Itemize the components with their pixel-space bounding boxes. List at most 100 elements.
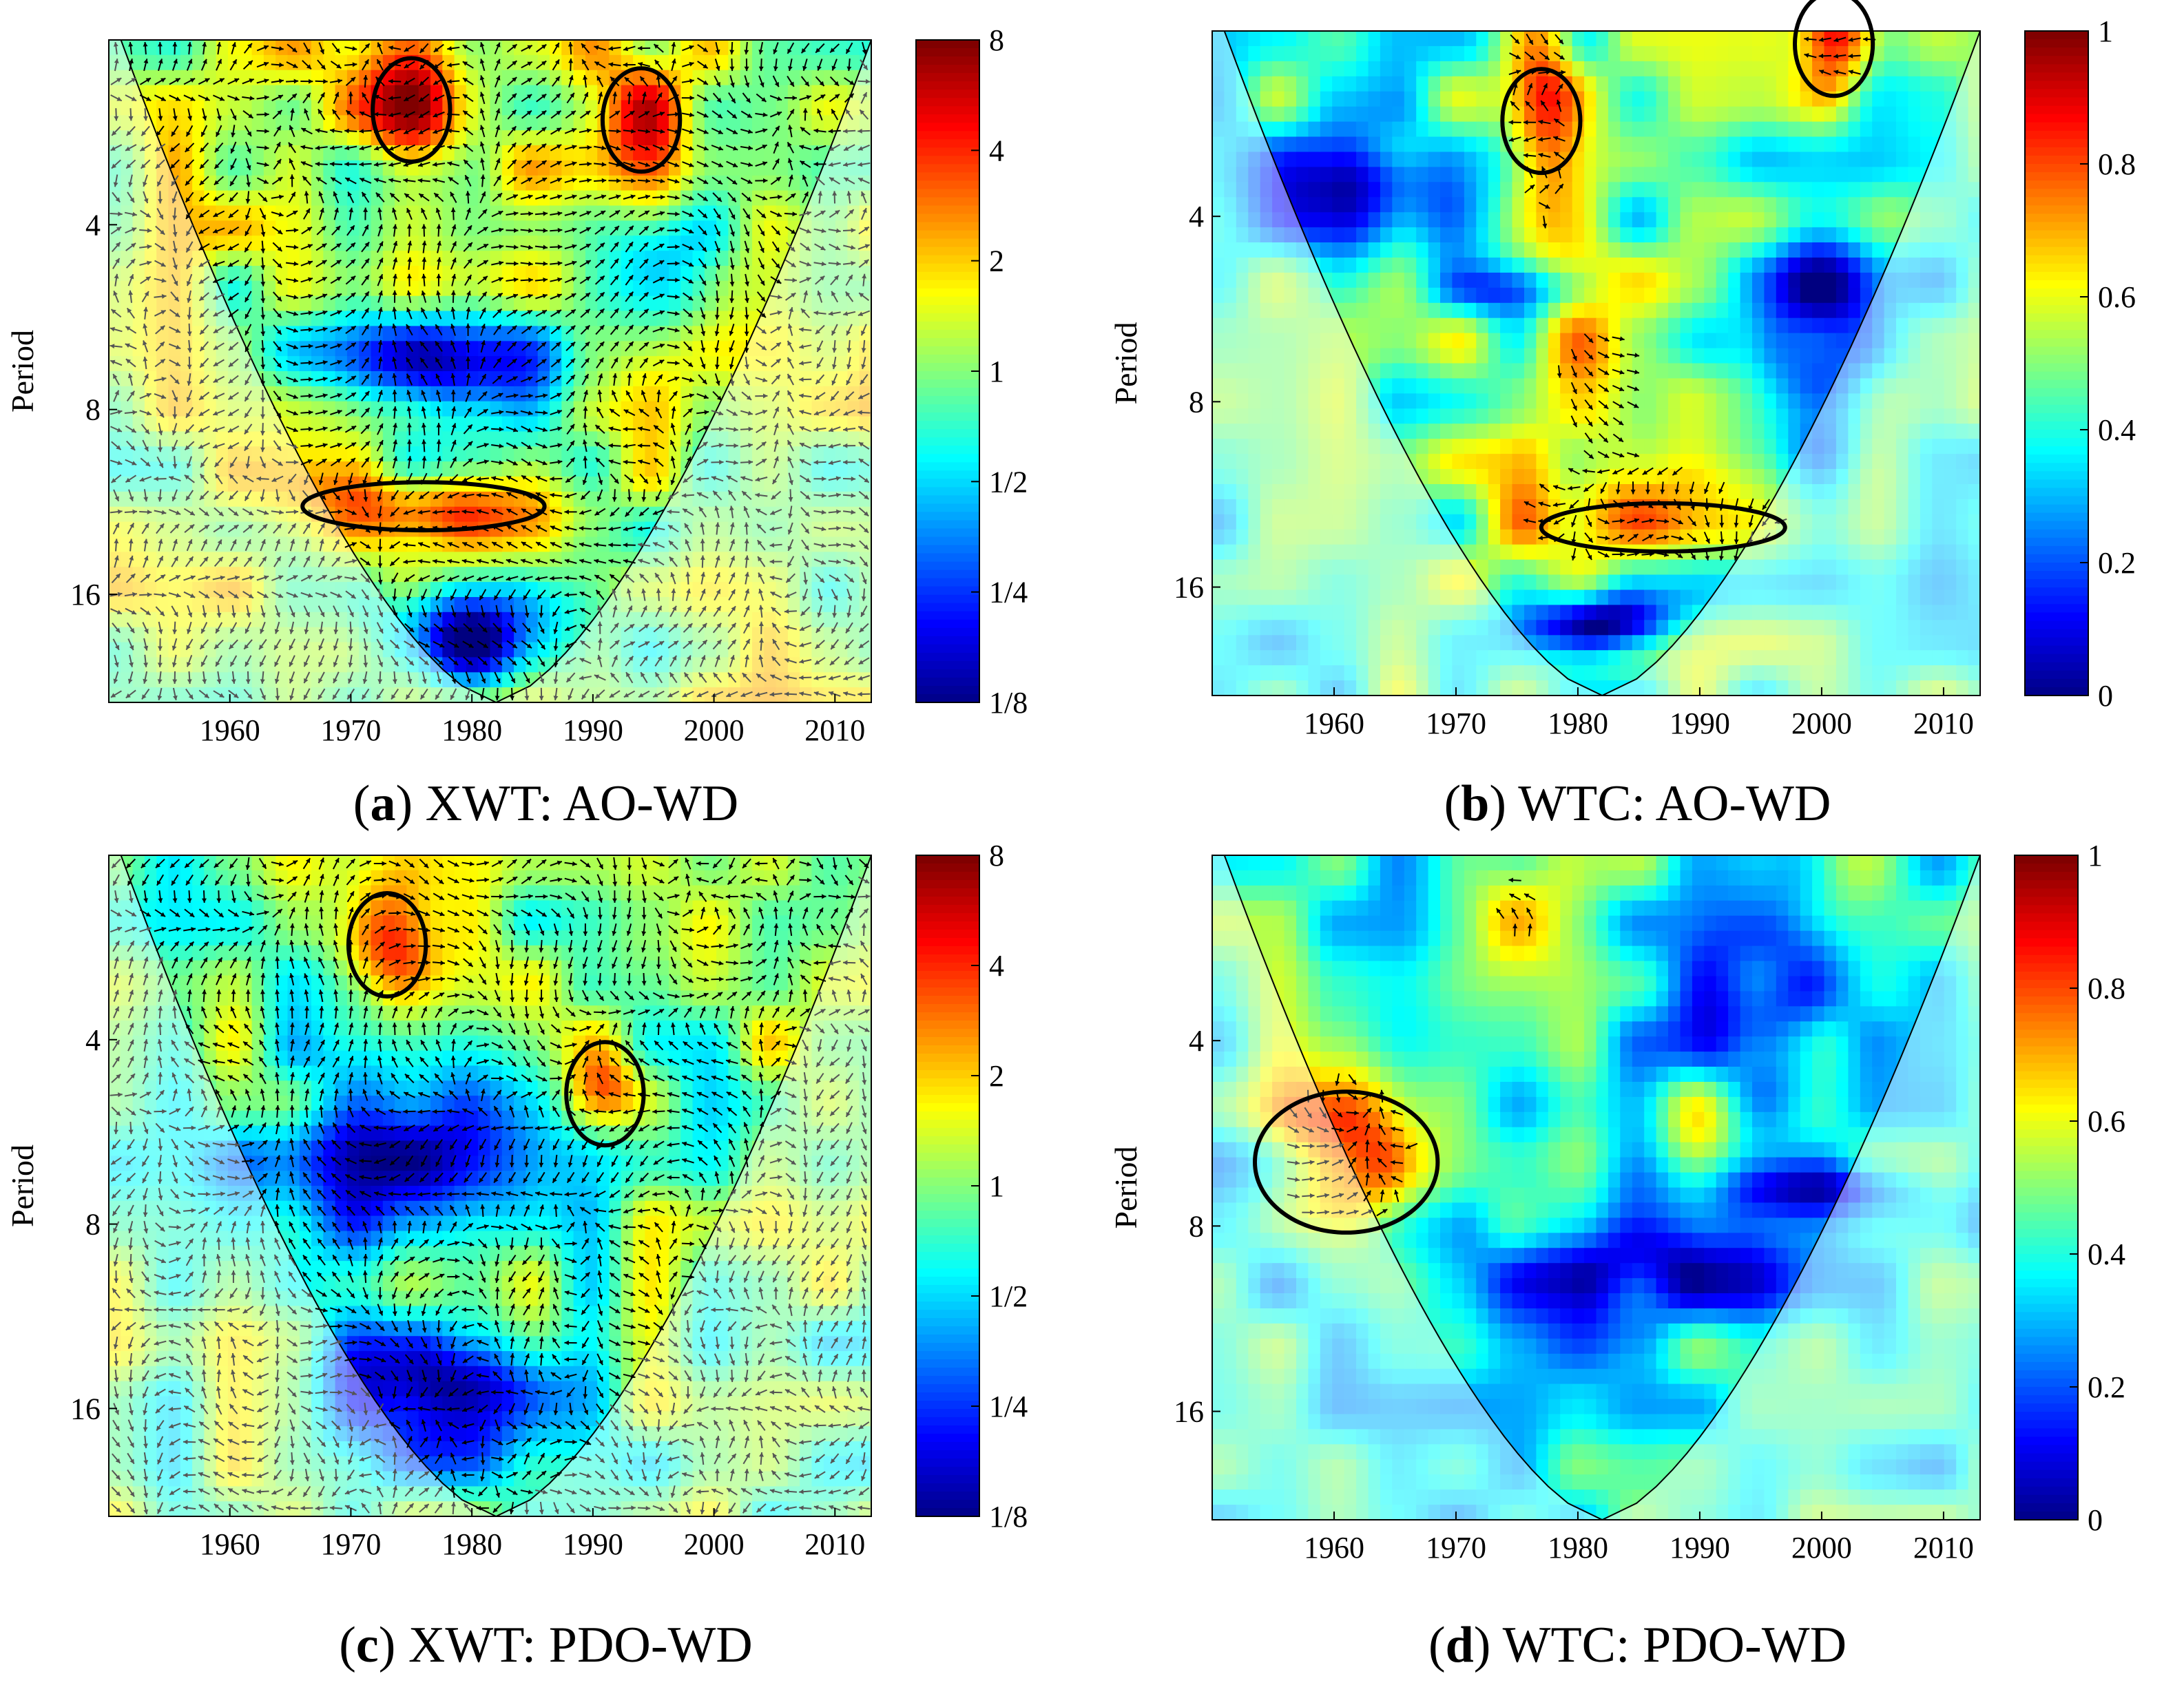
colorbar-segment	[2015, 946, 2078, 956]
colorbar-segment	[2025, 72, 2088, 82]
colorbar-segment	[2025, 288, 2088, 297]
colorbar-segment	[2015, 1121, 2078, 1131]
colorbar-segment	[916, 355, 979, 364]
colorbar-segment	[916, 1467, 979, 1476]
colorbar-segment	[916, 40, 979, 49]
colorbar-segment	[916, 644, 979, 654]
colorbar-segment	[2015, 1486, 2078, 1496]
colorbar-segment	[916, 371, 979, 380]
colorbar-tick-label: 0.4	[2098, 413, 2136, 447]
colorbar-segment	[916, 545, 979, 554]
colorbar-segment	[916, 1442, 979, 1451]
colorbar-tick-label: 1/8	[989, 1500, 1028, 1534]
colorbar-segment	[2015, 1470, 2078, 1479]
colorbar-segment	[2025, 130, 2088, 140]
colorbar-segment	[916, 1508, 979, 1517]
colorbar-segment	[916, 1285, 979, 1294]
colorbar-segment	[916, 1004, 979, 1013]
colorbar-tick-label: 1	[989, 1169, 1004, 1203]
colorbar-segment	[2025, 89, 2088, 98]
colorbar-segment	[916, 1351, 979, 1360]
colorbar-segment	[916, 197, 979, 207]
colorbar-segment	[916, 569, 979, 579]
colorbar-segment	[916, 172, 979, 182]
colorbar-segment	[916, 971, 979, 980]
colorbar-segment	[2015, 1320, 2078, 1330]
colorbar-segment	[916, 536, 979, 546]
y-tick-label: 16	[70, 578, 101, 611]
phase-arrows-d	[1287, 877, 1536, 1217]
colorbar-segment	[916, 1095, 979, 1104]
colorbar-segment	[916, 578, 979, 587]
colorbar-segment	[916, 329, 979, 339]
colorbar-segment	[2015, 1054, 2078, 1064]
colorbar-segment	[916, 1227, 979, 1236]
colorbar-segment	[2025, 363, 2088, 373]
colorbar-segment	[2015, 913, 2078, 923]
y-tick-label: 8	[1189, 385, 1204, 419]
colorbar-segment	[2025, 355, 2088, 364]
colorbar-segment	[2015, 1204, 2078, 1213]
colorbar-segment	[916, 888, 979, 897]
colorbar-segment	[916, 930, 979, 939]
colorbar-segment	[916, 1376, 979, 1385]
colorbar-segment	[916, 106, 979, 116]
colorbar-segment	[916, 379, 979, 388]
colorbar-segment	[916, 1186, 979, 1195]
colorbar-segment	[2015, 1220, 2078, 1230]
y-tick-label: 16	[1174, 1395, 1204, 1429]
colorbar-segment	[2025, 612, 2088, 622]
colorbar-segment	[2025, 147, 2088, 156]
colorbar-segment	[2025, 122, 2088, 132]
colorbar-segment	[916, 855, 979, 864]
colorbar-segment	[916, 479, 979, 488]
colorbar-segment	[916, 1260, 979, 1269]
coi-shading-a	[109, 40, 871, 702]
colorbar-segment	[916, 147, 979, 157]
colorbar-segment	[916, 512, 979, 521]
colorbar-segment	[2015, 1154, 2078, 1164]
colorbar-segment	[2025, 263, 2088, 273]
chart-c: 1960 1970 1980 1990 2000 2010 4 8 16 Period 8 4 2 1 1/…	[5, 839, 1028, 1561]
colorbar-segment	[916, 280, 979, 289]
colorbar-segment	[2015, 905, 2078, 914]
caption-b: (b) WTC: AO-WD	[1092, 775, 2183, 833]
colorbar-segment	[916, 404, 979, 414]
colorbar-segment	[916, 1111, 979, 1120]
colorbar-segment	[916, 528, 979, 538]
x-tick-label: 2010	[804, 713, 865, 747]
colorbar-segment	[916, 619, 979, 629]
colorbar-segment	[2015, 963, 2078, 972]
colorbar-segment	[2025, 545, 2088, 555]
colorbar-segment	[2015, 1453, 2078, 1463]
plot-frame-b	[1211, 30, 1981, 696]
panel-d: 1960 1970 1980 1990 2000 2010 4 8 16 Period 1 0.8 0.…	[1092, 839, 2183, 1683]
colorbar-segment	[2015, 1312, 2078, 1321]
colorbar-segment	[916, 131, 979, 140]
colorbar-segment	[916, 1483, 979, 1492]
significance-contour-sig-3	[1539, 501, 1787, 554]
coi-shading-c	[109, 855, 871, 1516]
colorbar-segment	[916, 1037, 979, 1046]
coi-shading-d	[1212, 855, 1980, 1520]
colorbar-segment	[2025, 247, 2088, 256]
colorbar-segment	[916, 897, 979, 906]
colorbar-segment	[2015, 1237, 2078, 1246]
colorbar-segment	[2015, 1361, 2078, 1371]
y-axis-label: Period	[1108, 1146, 1143, 1229]
x-tick-label: 2010	[1913, 707, 1974, 740]
colorbar-segment	[2025, 587, 2088, 597]
colorbar-segment	[916, 979, 979, 988]
colorbar-segment	[916, 553, 979, 563]
y-axis-label: Period	[1108, 322, 1143, 404]
y-tick-label: 4	[85, 208, 101, 242]
colorbar-segment	[916, 627, 979, 637]
x-tick-label: 1970	[320, 713, 381, 747]
colorbar-segment	[2015, 1412, 2078, 1421]
caption-d-letter: d	[1446, 1617, 1474, 1673]
colorbar-segment	[2015, 1445, 2078, 1454]
colorbar-segment	[2015, 1511, 2078, 1520]
colorbar-tick-label: 1/4	[989, 576, 1028, 609]
colorbar-segment	[2015, 1387, 2078, 1397]
colorbar-segment	[2025, 662, 2088, 671]
